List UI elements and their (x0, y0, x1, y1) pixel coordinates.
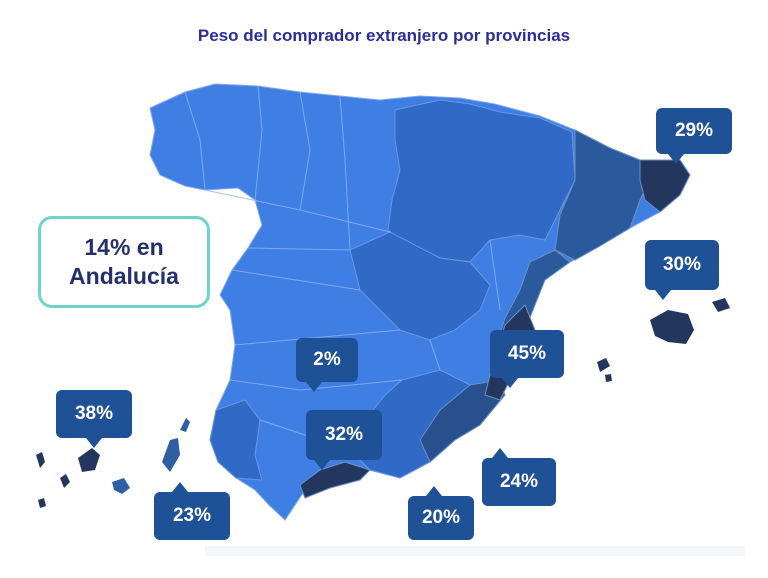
callout-las-palmas-value: 23% (172, 505, 212, 526)
region-medium-west (209, 399, 263, 481)
callout-pointer (172, 482, 188, 492)
callout-baleares-value: 30% (662, 254, 702, 275)
callout-murcia: 24% (482, 448, 556, 506)
callout-pointer (314, 460, 330, 470)
callout-canarias: 38% (56, 390, 132, 448)
callout-canarias-value: 38% (74, 403, 114, 424)
region-dark-catalonia (554, 129, 651, 261)
callout-madrid: 2% (296, 338, 358, 392)
callout-alicante: 45% (490, 330, 564, 388)
balearic-islands (597, 298, 730, 382)
callout-alicante-value: 45% (507, 343, 547, 364)
callout-murcia-value: 24% (499, 471, 539, 492)
callout-girona-value: 29% (674, 120, 714, 141)
highlight-line-2: Andalucía (69, 263, 179, 289)
region-medium-north (387, 99, 576, 263)
region-darkest-malaga (299, 461, 371, 499)
callout-madrid-value: 2% (313, 349, 341, 370)
andalucia-highlight-box: 14% en Andalucía (38, 216, 210, 308)
callout-almeria-value: 20% (421, 507, 461, 528)
highlight-line-1: 14% en (84, 234, 164, 260)
callout-pointer (655, 290, 671, 300)
callout-pointer (306, 382, 322, 392)
callout-pointer (492, 448, 508, 458)
callout-almeria: 20% (408, 486, 474, 540)
callout-pointer (502, 378, 518, 388)
callout-girona: 29% (656, 108, 732, 164)
callout-pointer (426, 486, 442, 496)
callout-baleares: 30% (645, 240, 719, 300)
callout-pointer (668, 154, 684, 164)
callout-cordoba-granada: 32% (306, 410, 382, 470)
callout-cordoba-granada-value: 32% (324, 424, 364, 445)
region-medium-center (349, 231, 491, 341)
bottom-strip (205, 546, 745, 556)
callout-pointer (86, 438, 102, 448)
callout-las-palmas: 23% (154, 482, 230, 540)
canary-islands (36, 418, 190, 508)
chart-title: Peso del comprador extranjero por provin… (197, 26, 571, 45)
